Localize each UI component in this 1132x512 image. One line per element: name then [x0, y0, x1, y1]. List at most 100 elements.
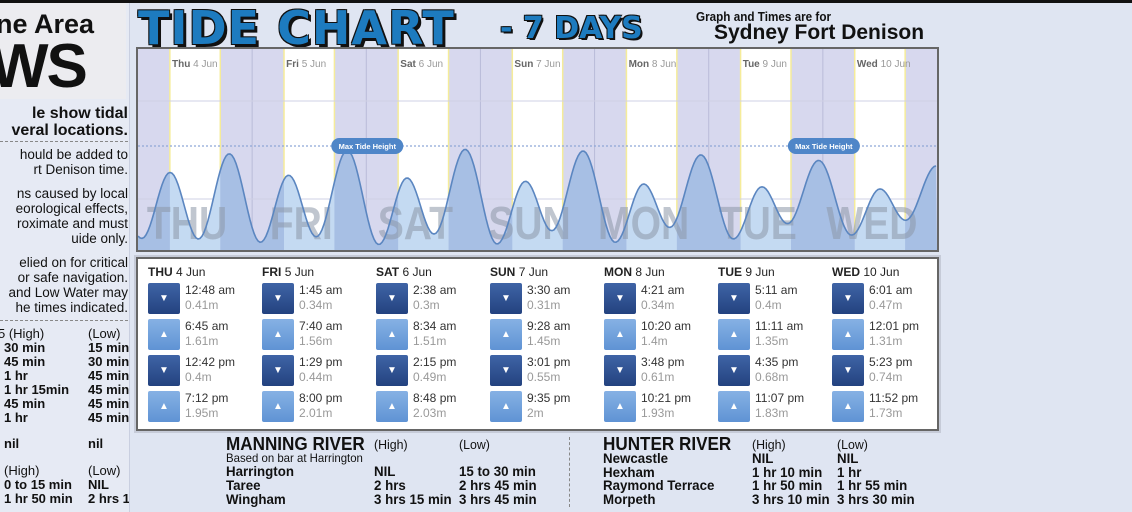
- tide-height: 1.83m: [755, 406, 789, 420]
- note-line: uide only.: [71, 231, 128, 246]
- tide-day-column: SAT 6 Jun ▼ 2:38 am 0.3m ▲ 8:34 am 1.51m ▼ …: [376, 265, 488, 427]
- tide-time: 5:23 pm: [869, 355, 913, 369]
- tide-time: 8:48 pm: [413, 391, 457, 405]
- low-offset: 3 hrs 45 min: [459, 491, 537, 507]
- left-table-cell: NIL: [88, 477, 109, 492]
- river-note: Based on bar at Harrington: [226, 451, 363, 465]
- left-info-panel: ne Area WS le show tidal veral locations…: [0, 3, 130, 512]
- tide-time: 10:21 pm: [641, 391, 692, 405]
- high-tide-up-arrow-icon: ▲: [604, 319, 636, 350]
- tide-time: 9:28 am: [527, 319, 571, 333]
- tide-event: ▼ 5:11 am 0.4m: [718, 283, 830, 319]
- tide-height: 1.95m: [185, 406, 219, 420]
- note-line: rt Denison time.: [33, 162, 128, 177]
- tide-time: 6:01 am: [869, 283, 913, 297]
- day-header: SUN 7 Jun: [490, 265, 602, 279]
- column-header: (High): [752, 437, 786, 452]
- low-tide-down-arrow-icon: ▼: [148, 355, 180, 386]
- day-date: 5 Jun: [284, 265, 315, 279]
- high-offset: 3 hrs 15 min: [374, 491, 452, 507]
- note-line: hould be added to: [19, 147, 128, 162]
- tide-time: 11:52 pm: [869, 391, 919, 405]
- day-name: WED: [832, 265, 860, 279]
- day-name: SAT: [376, 265, 400, 279]
- high-tide-up-arrow-icon: ▲: [262, 391, 294, 422]
- tide-time: 2:15 pm: [413, 355, 457, 369]
- left-table-cell: 5 (High): [0, 326, 45, 341]
- note-line: he times indicated.: [15, 300, 128, 315]
- place-name: Newcastle: [603, 450, 669, 466]
- day-watermark: WED: [826, 198, 917, 250]
- high-tide-up-arrow-icon: ▲: [262, 319, 294, 350]
- left-table-cell: 1 hr: [4, 410, 28, 425]
- tide-event: ▲ 8:00 pm 2.01m: [262, 391, 374, 427]
- tide-time: 10:20 am: [641, 319, 692, 333]
- day-label: Tue 9 Jun: [743, 59, 787, 70]
- tide-event: ▲ 6:45 am 1.61m: [148, 319, 260, 355]
- tide-height: 0.49m: [413, 370, 447, 384]
- tide-height: 0.55m: [527, 370, 561, 384]
- tide-event: ▲ 9:28 am 1.45m: [490, 319, 602, 355]
- river-title: MANNING RIVER: [226, 434, 365, 454]
- heading-line: le show tidal: [31, 105, 128, 122]
- note-line: ns caused by local: [16, 186, 128, 201]
- tide-time: 12:01 pm: [869, 319, 920, 333]
- tide-time: 8:34 am: [413, 319, 457, 333]
- low-tide-down-arrow-icon: ▼: [262, 283, 294, 314]
- high-tide-up-arrow-icon: ▲: [490, 319, 522, 350]
- tide-time: 11:07 pm: [755, 391, 805, 405]
- tide-height: 0.41m: [185, 298, 219, 312]
- tide-height: 2.01m: [299, 406, 333, 420]
- low-tide-down-arrow-icon: ▼: [262, 355, 294, 386]
- tide-height: 0.31m: [527, 298, 561, 312]
- column-header: (High): [374, 437, 408, 452]
- tide-day-column: THU 4 Jun ▼ 12:48 am 0.41m ▲ 6:45 am 1.61m…: [148, 265, 260, 427]
- tide-time: 3:01 pm: [527, 355, 571, 369]
- tide-event: ▼ 3:30 am 0.31m: [490, 283, 602, 319]
- day-label: Sun 7 Jun: [514, 59, 560, 70]
- place-name: Wingham: [226, 491, 286, 507]
- place-name: Morpeth: [603, 491, 656, 508]
- left-table-cell: 45 min: [88, 396, 130, 411]
- day-header: MON 8 Jun: [604, 265, 716, 279]
- tide-height: 0.4m: [185, 370, 212, 384]
- tide-event: ▼ 4:21 am 0.34m: [604, 283, 716, 319]
- low-tide-down-arrow-icon: ▼: [490, 283, 522, 314]
- tide-height: 2.03m: [413, 406, 447, 420]
- tide-height: 0.68m: [755, 370, 789, 384]
- tide-day-column: FRI 5 Jun ▼ 1:45 am 0.34m ▲ 7:40 am 1.56m ▼…: [262, 265, 374, 427]
- left-table-cell: nil: [88, 436, 104, 451]
- place-name: Harrington: [226, 463, 294, 479]
- tide-height: 1.93m: [641, 406, 675, 420]
- tide-event: ▼ 5:23 pm 0.74m: [832, 355, 944, 391]
- divider: [0, 320, 128, 321]
- low-tide-down-arrow-icon: ▼: [604, 355, 636, 386]
- tide-event: ▲ 10:21 pm 1.93m: [604, 391, 716, 427]
- divider: [0, 141, 128, 142]
- tide-event: ▲ 8:34 am 1.51m: [376, 319, 488, 355]
- day-date: 8 Jun: [635, 265, 665, 279]
- tide-event: ▲ 7:40 am 1.56m: [262, 319, 374, 355]
- day-label: Mon 8 Jun: [629, 59, 677, 70]
- tide-event: ▼ 12:42 pm 0.4m: [148, 355, 260, 391]
- logo-line2: WS: [0, 32, 88, 99]
- note-line: and Low Water may: [8, 285, 128, 300]
- page-title: TIDE CHART: [138, 1, 455, 55]
- low-offset: 1 hr: [837, 463, 862, 480]
- tide-day-column: MON 8 Jun ▼ 4:21 am 0.34m ▲ 10:20 am 1.4m ▼…: [604, 265, 716, 427]
- note-line: roximate and must: [16, 216, 128, 231]
- high-tide-up-arrow-icon: ▲: [604, 391, 636, 422]
- tide-event: ▼ 2:38 am 0.3m: [376, 283, 488, 319]
- high-offset: NIL: [374, 463, 396, 479]
- tide-time: 2:38 am: [413, 283, 457, 297]
- low-tide-down-arrow-icon: ▼: [376, 283, 408, 314]
- left-table-cell: (Low): [88, 463, 121, 478]
- tide-time: 4:35 pm: [755, 355, 799, 369]
- high-offset: 3 hrs 10 min: [752, 491, 830, 508]
- tide-time: 12:48 am: [185, 283, 236, 297]
- river-title: HUNTER RIVER: [603, 434, 732, 454]
- tide-height: 1.31m: [869, 334, 903, 348]
- high-tide-up-arrow-icon: ▲: [718, 391, 750, 422]
- divider: [569, 437, 570, 507]
- low-offset: 1 hr 55 min: [837, 477, 908, 494]
